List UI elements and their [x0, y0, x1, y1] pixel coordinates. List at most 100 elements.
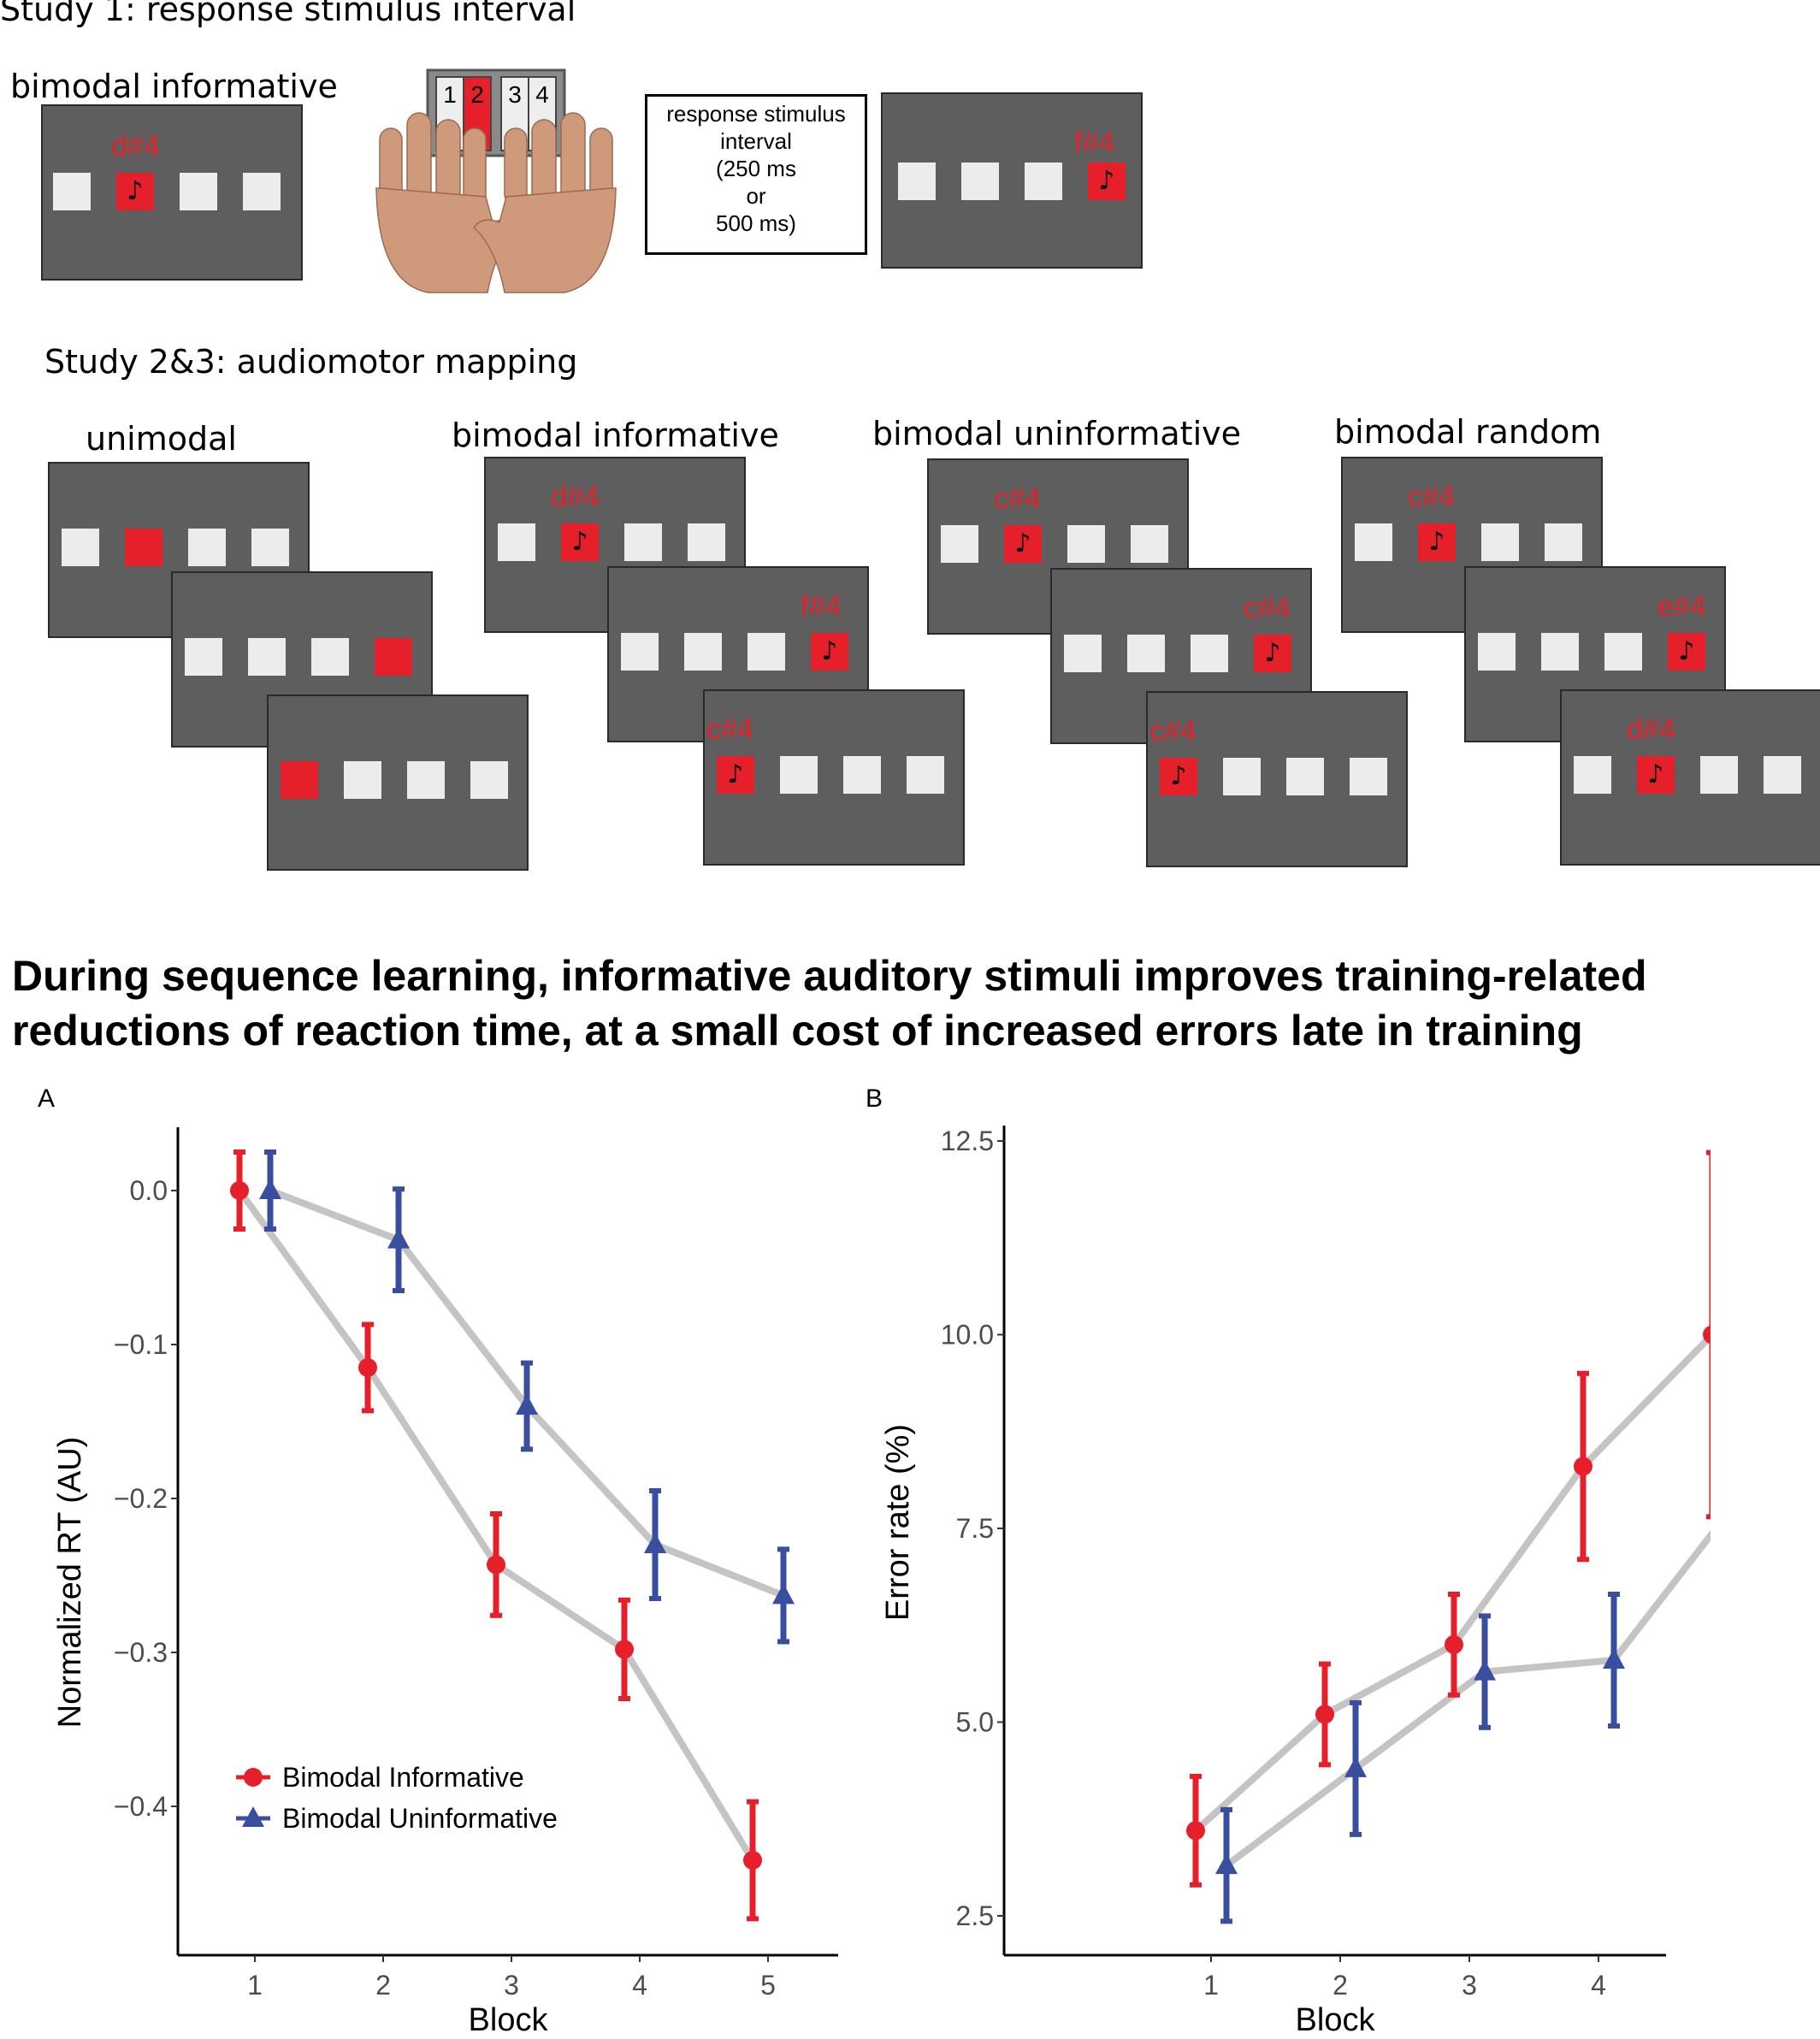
data-point — [644, 1533, 666, 1553]
legend-key-marker — [242, 1806, 264, 1827]
condition-screen: d#4 ♪ — [1560, 689, 1820, 866]
y-tick-label: 5.0 — [956, 1707, 994, 1738]
x-axis-title: Block — [1296, 2002, 1376, 2038]
target-square — [748, 633, 785, 671]
pitch-label: c#4 — [1149, 715, 1197, 748]
panel-label-b: B — [866, 1085, 883, 1113]
target-square — [1223, 758, 1261, 795]
data-point — [743, 1851, 762, 1870]
pitch-label: f#4 — [1074, 127, 1115, 159]
x-tick-label: 5 — [760, 1970, 776, 2001]
target-square — [1764, 756, 1801, 794]
target-square — [843, 756, 881, 794]
target-square — [1067, 525, 1105, 563]
panel-label-a: A — [38, 1085, 56, 1113]
y-tick-label: −0.3 — [114, 1637, 168, 1668]
condition-label-unimodal: unimodal — [86, 420, 237, 458]
y-tick-label: 7.5 — [956, 1513, 994, 1544]
target-square — [1541, 633, 1579, 671]
target-square-active: ♪ — [811, 633, 848, 671]
x-tick-label: 4 — [632, 1970, 647, 2001]
target-square — [961, 163, 999, 200]
target-square — [1545, 523, 1582, 561]
key-label: 3 — [508, 81, 522, 108]
x-tick-label: 3 — [504, 1970, 519, 2001]
data-point — [487, 1555, 505, 1575]
note-icon: ♪ — [1264, 638, 1281, 668]
y-axis-title: Normalized RT (AU) — [52, 1437, 88, 1729]
rsi-line: interval — [720, 128, 792, 154]
target-square — [941, 525, 978, 563]
pitch-label: c#4 — [994, 482, 1041, 515]
target-square — [53, 173, 91, 210]
y-tick-label: −0.2 — [114, 1483, 168, 1514]
y-tick-label: −0.4 — [114, 1791, 168, 1822]
target-square-active — [375, 638, 412, 676]
target-square — [243, 173, 281, 210]
target-square-active: ♪ — [1004, 525, 1042, 563]
key-label: 2 — [470, 81, 484, 108]
target-square — [624, 523, 662, 561]
target-square-active: ♪ — [1160, 758, 1197, 795]
target-square-active: ♪ — [116, 173, 154, 210]
note-icon: ♪ — [571, 527, 588, 557]
target-square — [1604, 633, 1642, 671]
x-tick-label: 3 — [1462, 1970, 1477, 2001]
data-point — [387, 1227, 410, 1249]
target-square — [684, 633, 722, 671]
target-square — [780, 756, 818, 794]
y-tick-label: 10.0 — [941, 1320, 994, 1350]
figure-headline-line1: During sequence learning, informative au… — [12, 952, 1647, 1000]
target-square — [344, 761, 381, 799]
data-point — [1703, 1325, 1711, 1345]
target-square — [1478, 633, 1516, 671]
condition-label-bimodal-random: bimodal random — [1334, 413, 1602, 451]
pitch-label: c#4 — [706, 713, 753, 746]
note-icon: ♪ — [1678, 636, 1695, 666]
data-point — [1445, 1634, 1463, 1654]
target-square — [185, 638, 222, 676]
target-square-active: ♪ — [561, 523, 599, 561]
data-point — [1215, 1853, 1238, 1875]
condition-screen — [48, 462, 310, 638]
target-square — [311, 638, 349, 676]
data-point — [259, 1179, 281, 1199]
condition-screen: c#4 ♪ — [703, 689, 965, 866]
target-square-active — [125, 529, 162, 566]
legend-label: Bimodal Uninformative — [282, 1803, 558, 1834]
study1-screen-1: d#4 ♪ — [41, 104, 303, 281]
x-tick-label: 2 — [375, 1970, 391, 2001]
y-tick-label: 0.0 — [130, 1175, 168, 1206]
pitch-label: e#4 — [1658, 590, 1706, 623]
note-icon: ♪ — [821, 636, 838, 666]
note-icon: ♪ — [1428, 527, 1445, 557]
target-square-active: ♪ — [1668, 633, 1705, 671]
chart-a-normalized-rt: 0.0 −0.1 −0.2 −0.3 −0.4 1 2 3 4 5 Block Normalized … — [52, 1127, 838, 2038]
condition-label-bimodal-uninformative: bimodal uninformative — [872, 415, 1242, 452]
x-tick-label: 1 — [247, 1970, 263, 2001]
target-square — [1131, 525, 1168, 563]
figure-headline-line2: reductions of reaction time, at a small … — [12, 1007, 1583, 1055]
rsi-line: 500 ms) — [716, 210, 796, 236]
target-square — [1350, 758, 1387, 795]
data-point — [358, 1358, 377, 1377]
study1-screen-2: f#4 ♪ — [881, 92, 1143, 269]
note-icon: ♪ — [1098, 166, 1115, 196]
y-tick-label: 12.5 — [941, 1126, 994, 1156]
chart-b-error-rate: 2.55.07.510.012.512345BlockError rate (%… — [880, 1126, 1711, 2038]
target-square — [1064, 635, 1102, 672]
key-label: 1 — [443, 81, 457, 108]
target-square-active: ♪ — [1088, 163, 1126, 200]
target-square-active: ♪ — [717, 756, 754, 794]
x-axis-title: Block — [469, 2002, 549, 2038]
study2-title: Study 2&3: audiomotor mapping — [44, 343, 578, 381]
x-tick-label: 4 — [1591, 1970, 1606, 2001]
note-icon: ♪ — [1014, 529, 1031, 559]
rsi-line: response stimulus — [666, 101, 846, 127]
target-square-active: ♪ — [1418, 523, 1456, 561]
data-point — [230, 1181, 249, 1200]
target-square-active: ♪ — [1254, 635, 1291, 672]
data-point — [1603, 1648, 1625, 1670]
pitch-label: c#4 — [1244, 592, 1291, 624]
hands-keyboard-illustration: 1 2 3 4 — [375, 68, 617, 293]
